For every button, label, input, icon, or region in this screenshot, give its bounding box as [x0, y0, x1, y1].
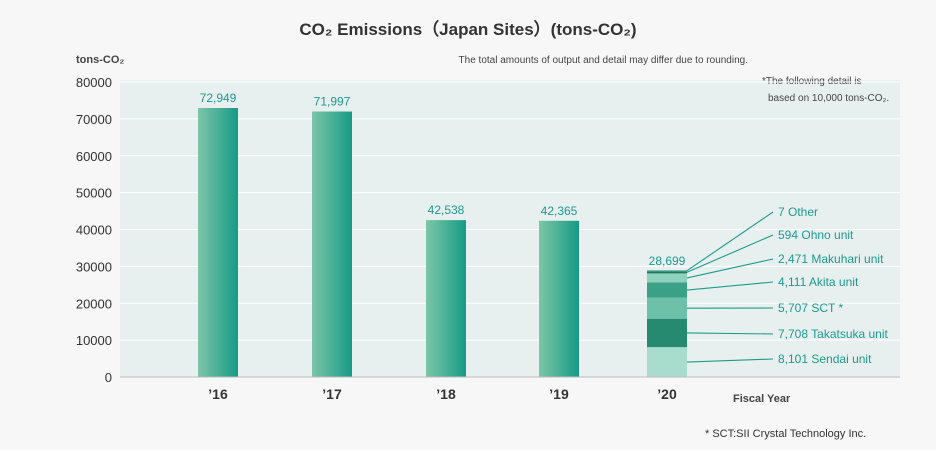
leader-line — [686, 258, 774, 279]
stack-segment — [647, 282, 687, 298]
gridlines — [120, 81, 900, 341]
x-tick-label: ’16 — [208, 386, 228, 402]
leader-line — [686, 332, 774, 335]
bar — [312, 111, 352, 378]
chart-title: CO₂ Emissions（Japan Sites）(tons-CO₂) — [299, 19, 636, 39]
breakdown-label: 8,101 Sendai unit — [778, 352, 872, 366]
value-label: 42,538 — [428, 203, 465, 217]
y-tick-label: 40000 — [76, 223, 112, 238]
stack-segment — [647, 271, 687, 274]
breakdown-label: 7,708 Takatsuka unit — [778, 327, 889, 341]
x-tick-label: ’20 — [657, 386, 677, 402]
value-label: 71,997 — [314, 95, 351, 109]
leader-line — [686, 234, 774, 273]
y-tick-label: 50000 — [76, 186, 112, 201]
x-axis-title: Fiscal Year — [733, 393, 791, 405]
breakdown-label: 7 Other — [778, 205, 818, 219]
value-label: 72,949 — [200, 91, 237, 105]
y-tick-label: 0 — [105, 370, 112, 385]
breakdown-2020-stack — [647, 270, 687, 377]
leader-line — [686, 211, 774, 272]
x-tick-labels: ’16 ’17 ’18 ’19 ’20 — [208, 386, 677, 402]
stack-segment — [647, 347, 687, 377]
x-tick-label: ’19 — [549, 386, 569, 402]
bar — [426, 220, 466, 377]
x-tick-label: ’18 — [436, 386, 456, 402]
y-tick-label: 20000 — [76, 296, 112, 311]
y-tick-labels: 0 10000 20000 30000 40000 50000 60000 70000 8000… — [76, 75, 112, 385]
value-label: 28,699 — [649, 254, 686, 268]
bars — [198, 108, 579, 378]
bar — [539, 220, 579, 377]
breakdown-label: 4,111 Akita unit — [778, 275, 859, 289]
y-axis-title: tons-CO₂ — [76, 54, 124, 66]
plot-area — [120, 80, 900, 377]
y-tick-label: 60000 — [76, 149, 112, 164]
breakdown-2020-labels: 8,101 Sendai unit 7,708 Takatsuka unit 5,7… — [686, 205, 889, 366]
stack-segment — [647, 318, 687, 348]
stack-segment — [647, 297, 687, 319]
detail-note-line-2: based on 10,000 tons-CO₂. — [768, 93, 889, 104]
leader-line — [686, 281, 774, 291]
breakdown-label: 594 Ohno unit — [778, 228, 854, 242]
value-labels: 72,949 71,997 42,538 42,365 28,699 — [200, 91, 686, 268]
footnote: * SCT:SII Crystal Technology Inc. — [705, 428, 866, 440]
stack-segment — [647, 273, 687, 283]
breakdown-label: 2,471 Makuhari unit — [778, 252, 884, 266]
y-tick-label: 30000 — [76, 259, 112, 274]
y-tick-label: 10000 — [76, 333, 112, 348]
y-tick-label: 80000 — [76, 75, 112, 90]
value-label: 42,365 — [541, 204, 578, 218]
breakdown-label: 5,707 SCT * — [778, 301, 843, 315]
y-tick-label: 70000 — [76, 112, 112, 127]
bar — [198, 108, 238, 378]
rounding-note: The total amounts of output and detail m… — [459, 55, 748, 66]
stack-segment — [647, 270, 687, 272]
x-tick-label: ’17 — [322, 386, 342, 402]
leader-line — [686, 358, 774, 363]
